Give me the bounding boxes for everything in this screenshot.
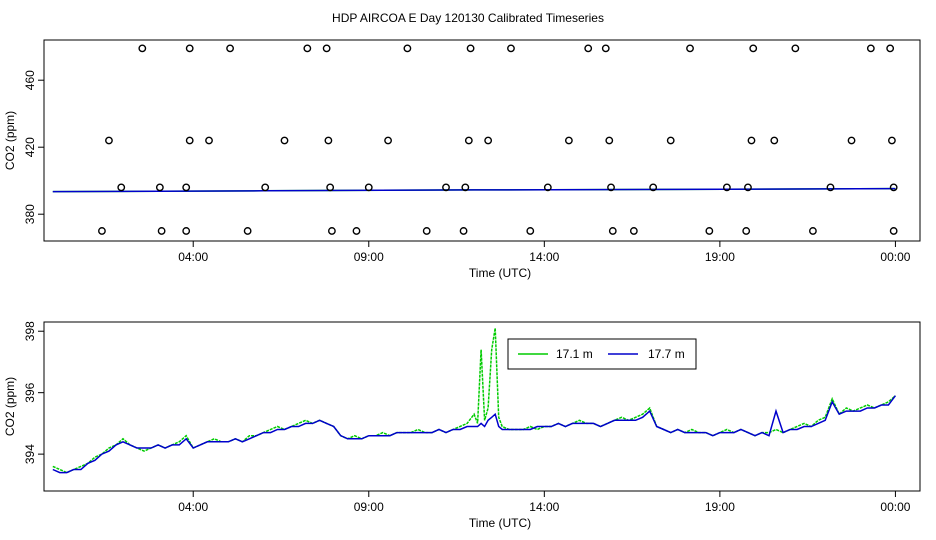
- calibration-point: [826, 183, 835, 192]
- x-tick-label: 00:00: [880, 500, 910, 514]
- calibration-point: [749, 44, 758, 53]
- calibration-point: [326, 183, 335, 192]
- top-panel: 04:00 09:00 14:00 19:00 00:00 380 420 460 Time (…: [3, 39, 921, 280]
- calibration-point: [686, 44, 694, 53]
- calibration-point: [261, 183, 270, 192]
- y-tick-label: 420: [23, 137, 37, 157]
- calibration-point: [649, 183, 658, 192]
- calibration-point: [422, 227, 431, 235]
- calibration-point: [608, 227, 617, 235]
- calibration-point: [403, 44, 412, 53]
- y-tick-label: 396: [23, 382, 37, 402]
- calibration-point: [364, 183, 373, 192]
- x-tick-label: 14:00: [529, 500, 559, 514]
- y-axis-label: CO2 (ppm): [3, 377, 17, 436]
- calibration-point: [464, 136, 473, 145]
- bottom-panel: 04:00 09:00 14:00 19:00 00:00 394 396 398 Time (…: [3, 321, 921, 530]
- calibration-point: [484, 136, 493, 145]
- y-axis-label: CO2 (ppm): [3, 111, 17, 170]
- calibration-point: [607, 183, 615, 192]
- x-tick-label: 04:00: [178, 500, 208, 514]
- calibration-point: [442, 183, 450, 192]
- y-tick-label: 394: [23, 444, 37, 464]
- calibration-point: [847, 136, 856, 145]
- y-tick-label: 380: [23, 204, 37, 224]
- legend-label: 17.7 m: [648, 347, 685, 361]
- calibration-point: [185, 44, 194, 53]
- calibration-point: [564, 136, 573, 145]
- calibration-point: [722, 183, 731, 192]
- x-tick-label: 19:00: [705, 250, 735, 264]
- calibration-point: [138, 44, 147, 53]
- calibration-point: [526, 227, 535, 235]
- calibration-point: [155, 183, 164, 192]
- series-line-17-1m: [52, 327, 896, 474]
- calibration-point: [98, 227, 106, 235]
- calibration-point: [117, 183, 126, 192]
- calibration-point: [889, 183, 898, 192]
- x-tick-label: 14:00: [529, 250, 559, 264]
- calibration-point: [459, 227, 468, 235]
- calibration-point: [205, 136, 213, 145]
- calibration-point: [666, 136, 675, 145]
- calibration-point: [705, 227, 714, 235]
- x-tick-label: 09:00: [354, 250, 384, 264]
- calibration-point: [461, 183, 470, 192]
- calibration-point: [744, 183, 752, 192]
- series-line-17-7m: [52, 187, 896, 193]
- calibration-point: [889, 227, 898, 235]
- calibration-point: [601, 44, 610, 53]
- calibration-point: [243, 227, 252, 235]
- calibration-point: [303, 44, 312, 53]
- x-axis-label: Time (UTC): [469, 266, 531, 280]
- calibration-point: [543, 183, 552, 192]
- x-tick-label: 19:00: [705, 500, 735, 514]
- x-tick-label: 04:00: [178, 250, 208, 264]
- y-tick-label: 460: [23, 70, 37, 90]
- calibration-point: [226, 44, 234, 53]
- calibration-point: [185, 136, 194, 145]
- calibration-point: [328, 227, 336, 235]
- y-tick-label: 398: [23, 321, 37, 341]
- calibration-point: [747, 136, 756, 145]
- calibration-point: [742, 227, 751, 235]
- calibration-point: [280, 136, 289, 145]
- calibration-point: [157, 227, 166, 235]
- calibration-point: [888, 136, 896, 145]
- figure-title: HDP AIRCOA E Day 120130 Calibrated Times…: [332, 11, 604, 25]
- calibration-point: [466, 44, 475, 53]
- calibration-point: [866, 44, 875, 53]
- calibration-point: [886, 44, 895, 53]
- x-tick-label: 09:00: [354, 500, 384, 514]
- calibration-point: [791, 44, 800, 53]
- series-line-17-7m: [52, 395, 896, 474]
- calibration-point: [507, 44, 515, 53]
- calibration-point: [182, 227, 191, 235]
- calibration-point: [584, 44, 593, 53]
- calibration-point: [809, 227, 817, 235]
- calibration-point: [629, 227, 638, 235]
- plot-frame: [43, 321, 921, 492]
- calibration-point: [605, 136, 614, 145]
- plot-frame: [43, 39, 921, 242]
- x-tick-label: 00:00: [880, 250, 910, 264]
- calibration-point: [770, 136, 779, 145]
- x-axis-label: Time (UTC): [469, 516, 531, 530]
- calibration-point: [322, 44, 331, 53]
- legend-label: 17.1 m: [556, 347, 593, 361]
- calibration-point: [352, 227, 361, 235]
- calibration-point: [384, 136, 392, 145]
- calibration-point: [182, 183, 191, 192]
- calibration-point: [105, 136, 113, 145]
- calibration-point: [324, 136, 333, 145]
